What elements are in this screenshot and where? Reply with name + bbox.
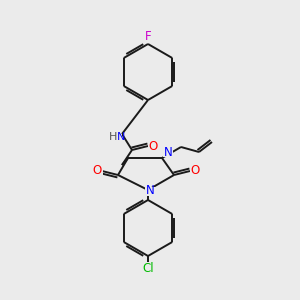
Bar	[106, 134, 122, 142]
Bar	[140, 265, 155, 274]
Bar	[190, 167, 200, 176]
Text: N: N	[117, 132, 125, 142]
Bar	[145, 187, 155, 196]
Text: H: H	[109, 132, 117, 142]
Bar	[143, 32, 153, 40]
Text: N: N	[146, 184, 154, 197]
Bar	[92, 167, 103, 176]
Bar	[148, 142, 158, 151]
Text: O: O	[92, 164, 102, 178]
Bar	[163, 148, 173, 157]
Text: N: N	[164, 146, 172, 158]
Text: F: F	[145, 29, 151, 43]
Text: O: O	[148, 140, 158, 152]
Text: Cl: Cl	[142, 262, 154, 275]
Text: O: O	[190, 164, 200, 178]
